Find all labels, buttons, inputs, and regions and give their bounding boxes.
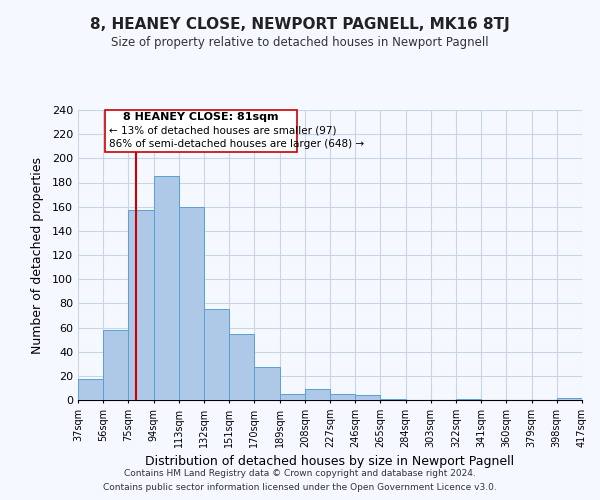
Bar [254,368,280,400]
Bar [305,389,330,400]
Text: Contains HM Land Registry data © Crown copyright and database right 2024.: Contains HM Land Registry data © Crown c… [124,468,476,477]
Bar [103,330,128,400]
Bar [557,398,582,400]
Bar [179,206,204,400]
Bar [330,394,355,400]
Bar [355,395,380,400]
Bar [280,394,305,400]
Bar [128,210,154,400]
Text: 8 HEANEY CLOSE: 81sqm: 8 HEANEY CLOSE: 81sqm [123,112,278,122]
Bar [456,399,481,400]
Text: Size of property relative to detached houses in Newport Pagnell: Size of property relative to detached ho… [111,36,489,49]
Bar [204,310,229,400]
Bar [154,176,179,400]
Bar [78,380,103,400]
Bar [229,334,254,400]
Y-axis label: Number of detached properties: Number of detached properties [31,156,44,354]
Text: ← 13% of detached houses are smaller (97): ← 13% of detached houses are smaller (97… [109,126,336,136]
X-axis label: Distribution of detached houses by size in Newport Pagnell: Distribution of detached houses by size … [145,456,515,468]
FancyBboxPatch shape [104,110,297,152]
Text: 8, HEANEY CLOSE, NEWPORT PAGNELL, MK16 8TJ: 8, HEANEY CLOSE, NEWPORT PAGNELL, MK16 8… [90,18,510,32]
Bar [380,399,406,400]
Text: 86% of semi-detached houses are larger (648) →: 86% of semi-detached houses are larger (… [109,139,364,149]
Text: Contains public sector information licensed under the Open Government Licence v3: Contains public sector information licen… [103,484,497,492]
